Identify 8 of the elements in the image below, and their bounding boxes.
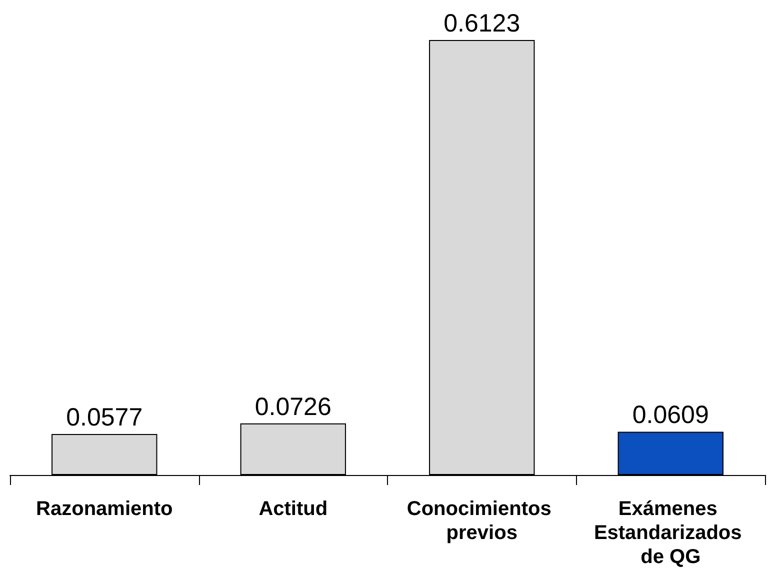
data-label: 0.6123 xyxy=(444,10,520,38)
x-tick-label: Conocimientos previos xyxy=(406,498,557,544)
data-label: 0.0609 xyxy=(632,401,709,430)
data-label: 0.0577 xyxy=(66,404,143,432)
x-tick-label: Razonamiento xyxy=(36,498,173,520)
data-label: 0.0726 xyxy=(254,392,332,421)
x-tick-label: Exámenes Estandarizados de QG xyxy=(594,498,748,568)
x-tick-label: Actitud xyxy=(258,498,328,520)
